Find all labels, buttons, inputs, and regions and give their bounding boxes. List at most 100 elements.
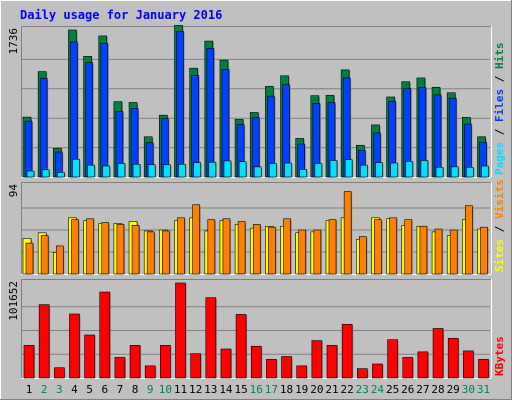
chart-panels: 1736 Pages / Files / Hits 94 Sites / Visits… (7, 25, 506, 379)
x-tick-label-day-24: 24 (371, 383, 385, 396)
x-tick-label-day-12: 12 (189, 383, 202, 396)
x-tick-label-day-22: 22 (341, 383, 354, 396)
files-bar-day-29 (448, 97, 457, 178)
visits-bar-day-7 (116, 224, 125, 275)
y-axis-max-label: 94 (7, 184, 20, 198)
visits-bar-day-25 (389, 217, 397, 275)
pages-bar-day-19 (299, 169, 308, 178)
visits-bar-day-12 (192, 204, 200, 275)
files-bar-day-5 (85, 62, 93, 178)
visits-bar-day-23 (358, 236, 367, 275)
visits-bar-day-20 (313, 229, 322, 275)
pages-bar-day-16 (253, 166, 262, 178)
legend-entry-visits: Visits (493, 179, 506, 219)
pages-bar-day-2 (41, 169, 50, 178)
files-bar-day-2 (39, 78, 48, 178)
kbytes-bar-day-21 (326, 344, 338, 379)
kbytes-bar-day-6 (99, 291, 111, 379)
chart-title: Daily usage for January 2016 (20, 8, 222, 22)
pages-bar-day-17 (269, 163, 277, 178)
visits-bar-day-21 (328, 219, 337, 275)
kbytes-bar-day-25 (387, 339, 398, 379)
visits-bar-day-8 (131, 225, 140, 275)
legend-kbytes: KBytes (493, 336, 506, 376)
pages-bar-day-11 (178, 163, 186, 178)
files-bar-day-28 (433, 94, 442, 178)
pages-bar-day-14 (223, 160, 232, 178)
kbytes-bar-day-26 (402, 357, 414, 379)
x-tick-label-day-29: 29 (447, 383, 460, 396)
kbytes-bar-day-24 (372, 363, 383, 379)
kbytes-bar-day-14 (220, 348, 232, 379)
x-tick-label-day-30: 30 (462, 383, 475, 396)
kbytes-bar-day-10 (160, 344, 171, 379)
pages-bar-day-20 (314, 163, 323, 178)
pages-bar-day-24 (375, 162, 383, 178)
pages-bar-day-28 (435, 166, 444, 178)
kbytes-bar-day-11 (175, 282, 186, 379)
visits-bar-day-9 (146, 231, 155, 275)
pages-bar-day-5 (87, 164, 95, 178)
pages-bar-day-31 (481, 165, 489, 178)
pages-bar-day-7 (117, 163, 126, 178)
visits-bar-day-22 (343, 191, 352, 275)
pages-bar-day-4 (72, 158, 80, 178)
pages-bar-day-26 (405, 161, 414, 178)
files-bar-day-1 (24, 120, 33, 178)
kbytes-bar-day-29 (447, 337, 459, 379)
visits-bar-day-31 (480, 226, 488, 275)
x-tick-label-day-20: 20 (310, 383, 323, 396)
legend-entry-sites: Sites (493, 239, 506, 272)
visits-bar-day-4 (71, 219, 79, 275)
x-tick-label-day-27: 27 (416, 383, 429, 396)
x-tick-label-day-26: 26 (401, 383, 414, 396)
visits-bar-day-10 (162, 230, 170, 275)
kbytes-bar-day-9 (144, 365, 156, 379)
visits-bar-day-2 (40, 235, 49, 275)
pages-bar-day-15 (238, 161, 247, 178)
legend-entry-kbytes: KBytes (493, 336, 506, 376)
panel-hits-files-pages: 1736 Pages / Files / Hits (7, 25, 506, 178)
x-tick-label-day-28: 28 (431, 383, 444, 396)
legend-separator: / (493, 219, 506, 239)
x-tick-label-day-4: 4 (71, 383, 78, 396)
x-tick-label-day-7: 7 (117, 383, 124, 396)
legend-visits-sites: Sites / Visits (493, 179, 506, 272)
kbytes-bar-day-18 (281, 356, 292, 379)
kbytes-bar-day-8 (129, 344, 141, 379)
x-tick-label-day-13: 13 (204, 383, 217, 396)
pages-bar-day-13 (208, 161, 217, 178)
kbytes-bar-day-2 (38, 304, 50, 379)
pages-bar-day-23 (359, 164, 368, 178)
pages-bar-day-21 (329, 160, 338, 178)
visits-bar-day-29 (449, 229, 458, 275)
files-bar-day-12 (191, 75, 199, 178)
x-tick-label-day-14: 14 (219, 383, 233, 396)
kbytes-bar-day-19 (296, 365, 308, 379)
legend-entry-pages: Pages (493, 142, 506, 175)
x-tick-label-day-23: 23 (356, 383, 369, 396)
x-tick-label-day-2: 2 (41, 383, 48, 396)
x-tick-label-day-21: 21 (325, 383, 338, 396)
x-tick-label-day-1: 1 (26, 383, 33, 396)
legend-entry-files: Files (493, 89, 506, 122)
legend-separator: / (493, 122, 506, 142)
x-tick-label-day-5: 5 (86, 383, 93, 396)
visits-bar-day-27 (419, 225, 428, 275)
kbytes-bar-day-3 (53, 367, 65, 379)
visits-bar-day-19 (298, 229, 307, 275)
x-tick-label-day-3: 3 (56, 383, 63, 396)
pages-bar-day-3 (56, 172, 65, 178)
pages-bar-day-22 (344, 159, 353, 178)
kbytes-bar-day-17 (266, 359, 277, 379)
files-bar-day-6 (100, 42, 109, 178)
pages-bar-day-18 (284, 162, 292, 178)
kbytes-bar-day-15 (235, 314, 247, 379)
visits-bar-day-15 (237, 221, 246, 275)
visits-bar-day-5 (86, 218, 94, 275)
kbytes-bar-day-27 (417, 351, 429, 379)
files-bar-day-13 (206, 47, 215, 178)
visits-bar-day-1 (25, 242, 34, 275)
kbytes-bar-day-5 (84, 334, 95, 379)
pages-bar-day-1 (26, 170, 35, 178)
